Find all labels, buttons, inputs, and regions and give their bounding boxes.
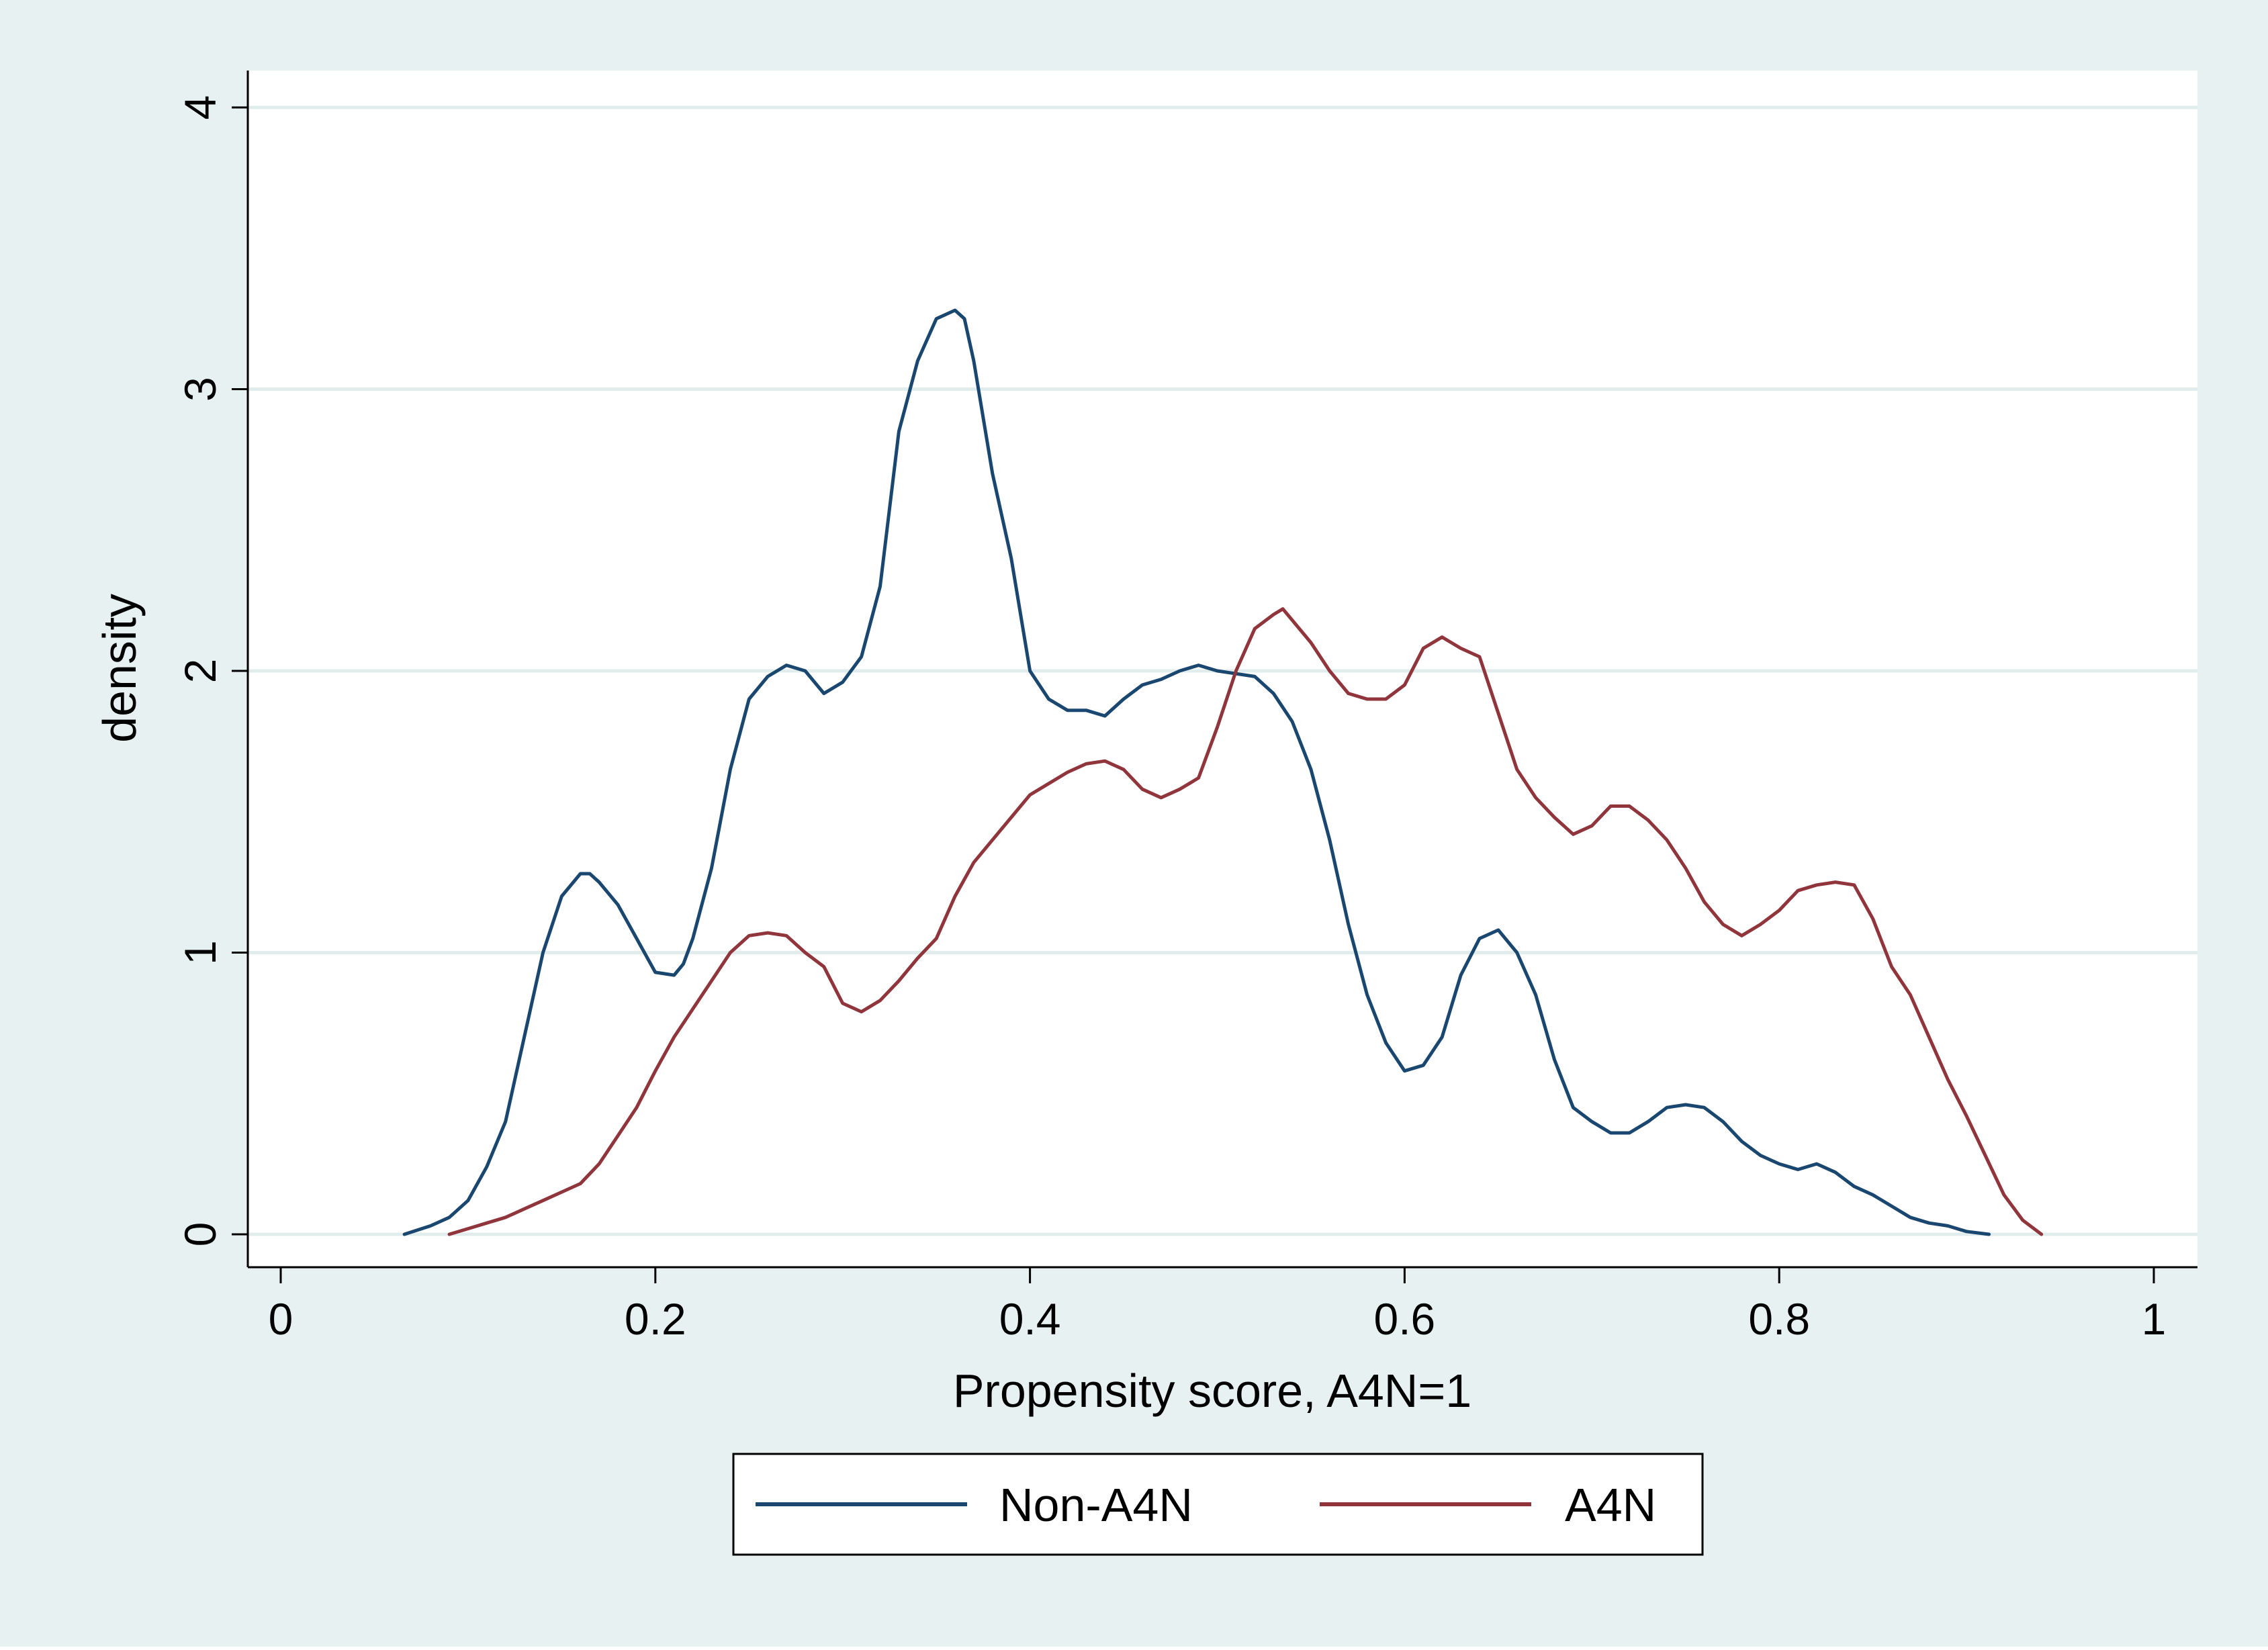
legend-label-a4n: A4N [1565, 1479, 1656, 1531]
y-tick-label-2: 2 [175, 659, 225, 684]
y-tick-label-4: 4 [175, 95, 225, 120]
legend-label-non-a4n: Non-A4N [999, 1479, 1193, 1531]
x-tick-label-1: 0.2 [625, 1294, 686, 1344]
x-tick-label-2: 0.4 [999, 1294, 1061, 1344]
series-lines [402, 308, 2044, 1236]
x-axis-title: Propensity score, A4N=1 [953, 1365, 1471, 1417]
y-tick-label-0: 0 [175, 1222, 225, 1247]
plot-area [248, 71, 2197, 1267]
x-tick-label-5: 1 [2142, 1294, 2167, 1344]
y-tick-label-3: 3 [175, 377, 225, 402]
y-tick-label-1: 1 [175, 940, 225, 965]
legend: Non-A4N A4N [732, 1453, 1704, 1556]
series-line-a4n [447, 607, 2044, 1236]
x-tick-label-4: 0.8 [1748, 1294, 1810, 1344]
x-tick-label-3: 0.6 [1374, 1294, 1436, 1344]
x-tick-label-0: 0 [269, 1294, 293, 1344]
axes: 0 1 2 3 4 0 0.2 0.4 0.6 0.8 1 [175, 71, 2197, 1344]
series-line-non-a4n [402, 308, 1991, 1236]
y-axis-title: density [93, 594, 146, 743]
